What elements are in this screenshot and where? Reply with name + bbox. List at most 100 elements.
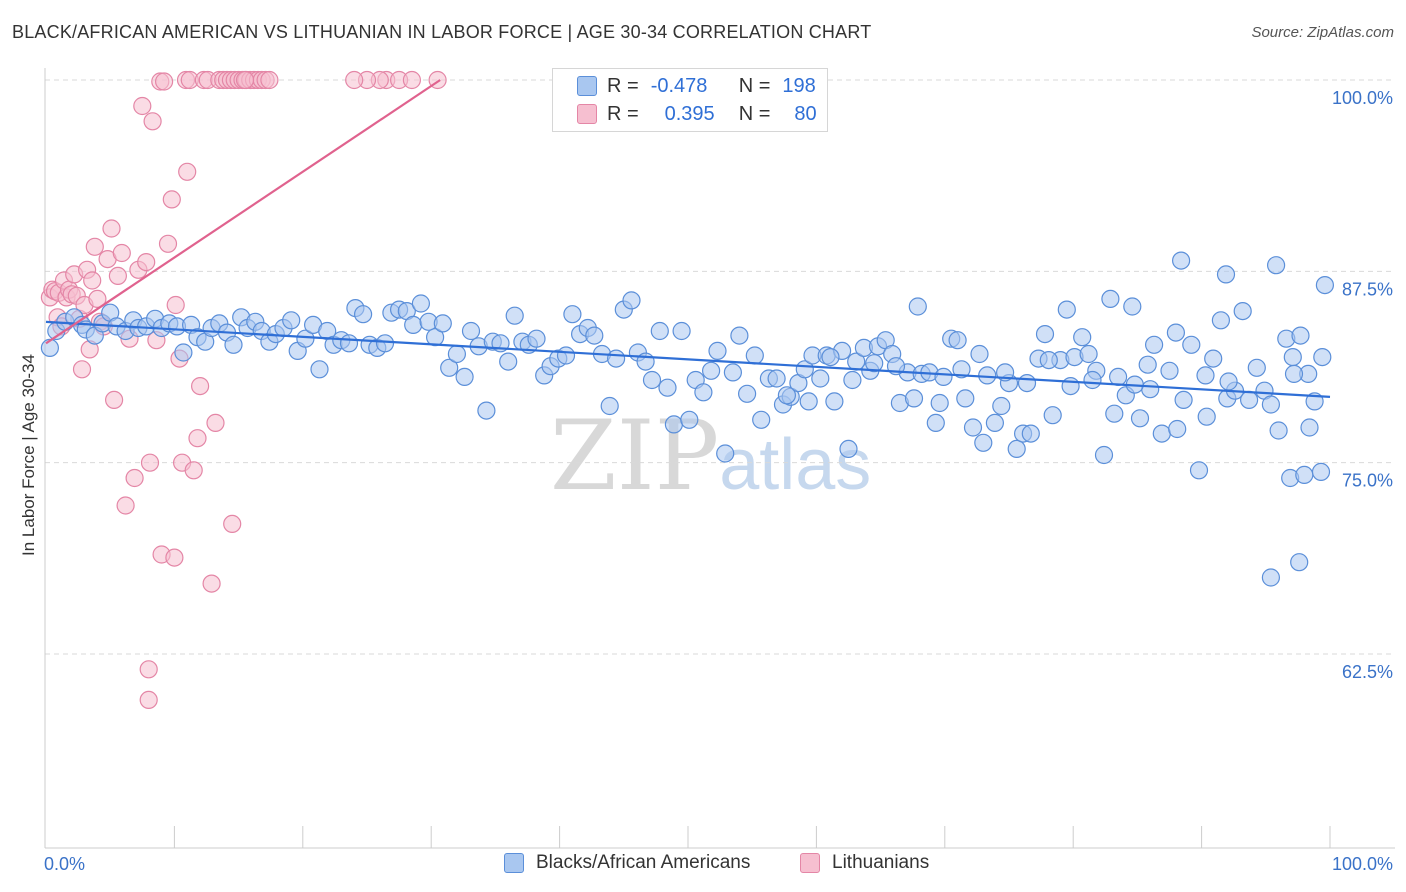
y-tick-label: 62.5% — [1342, 662, 1393, 682]
grid-lines — [45, 79, 1395, 655]
data-point — [1073, 328, 1092, 347]
data-point — [112, 243, 131, 263]
data-point — [1239, 390, 1259, 409]
data-point — [188, 429, 207, 448]
data-point — [1160, 361, 1179, 380]
data-point — [1168, 419, 1187, 439]
data-point — [926, 413, 945, 432]
legend-swatch-pink — [577, 104, 597, 124]
data-point — [235, 70, 255, 90]
data-point — [224, 335, 243, 354]
legend-item-blacks[interactable]: Blacks/African Americans — [504, 852, 750, 874]
data-point — [908, 297, 927, 316]
data-point — [1216, 265, 1236, 284]
data-point — [1315, 276, 1335, 295]
data-point — [992, 396, 1011, 416]
data-point — [282, 311, 301, 330]
data-point — [1123, 297, 1142, 316]
data-point — [505, 306, 524, 325]
data-point — [137, 253, 156, 272]
data-point — [477, 401, 496, 420]
data-point — [1144, 335, 1164, 354]
series-legend: Blacks/African Americans Lithuanians — [0, 852, 1406, 876]
legend-item-lithuanians[interactable]: Lithuanians — [800, 852, 929, 874]
data-point — [140, 453, 160, 472]
data-point — [1233, 302, 1252, 321]
data-point — [184, 461, 203, 480]
legend-row-blacks: R = -0.478 N = 198 — [553, 72, 816, 100]
y-tick-label: 100.0% — [1332, 88, 1393, 108]
data-point — [174, 343, 193, 362]
legend-n-label: N = — [738, 74, 771, 97]
data-point — [1079, 344, 1098, 364]
data-point — [672, 321, 691, 341]
data-point — [143, 112, 162, 131]
data-point — [934, 367, 953, 386]
data-point — [1138, 355, 1157, 374]
data-point — [1219, 372, 1238, 391]
data-point — [777, 386, 797, 405]
legend-swatch-blue — [577, 76, 597, 96]
data-point — [930, 393, 949, 413]
data-point — [723, 363, 743, 382]
data-point — [694, 383, 713, 402]
data-point — [1166, 323, 1186, 342]
data-point — [948, 331, 967, 350]
data-point — [1083, 370, 1102, 390]
data-point — [1035, 325, 1055, 344]
data-point — [375, 334, 395, 353]
data-point — [1007, 439, 1026, 458]
data-point — [1061, 377, 1080, 396]
data-point — [904, 389, 924, 408]
data-point — [974, 433, 993, 452]
data-point — [426, 328, 445, 347]
legend-marker-blue — [504, 853, 524, 873]
data-point — [970, 344, 989, 364]
data-point — [585, 326, 604, 345]
data-point — [622, 291, 641, 310]
y-axis-title: In Labor Force | Age 30-34 — [19, 354, 38, 556]
data-point — [455, 367, 474, 386]
data-point — [440, 358, 459, 377]
legend-n-value: 80 — [794, 102, 817, 125]
data-point — [1196, 366, 1215, 385]
data-point — [745, 346, 764, 365]
trend-line-lithuanians — [45, 79, 441, 345]
data-point — [499, 352, 518, 371]
data-point — [72, 360, 92, 379]
data-point — [158, 234, 178, 253]
trend-lines — [45, 79, 1331, 398]
series-blacks-african-americans — [40, 251, 1335, 587]
data-point — [191, 377, 210, 396]
data-point — [1261, 568, 1281, 587]
data-point — [680, 410, 699, 429]
data-point — [1094, 445, 1114, 465]
data-point — [1204, 349, 1223, 368]
data-point — [155, 72, 174, 91]
data-point — [865, 354, 884, 373]
legend-r-label: R = — [607, 74, 639, 97]
data-point — [799, 392, 818, 411]
data-point — [1300, 418, 1319, 437]
data-point — [821, 348, 840, 367]
data-point — [1017, 374, 1037, 393]
data-point — [88, 289, 107, 308]
data-point — [1313, 348, 1332, 367]
data-point — [1021, 424, 1040, 443]
data-point — [165, 548, 184, 567]
data-point — [139, 660, 158, 679]
data-point — [956, 389, 975, 408]
data-point — [985, 413, 1005, 432]
data-point — [354, 305, 373, 324]
data-point — [1197, 407, 1216, 426]
data-point — [83, 271, 102, 290]
axis-labels: 62.5% 75.0% 87.5% 100.0% 0.0% 100.0% In Labor … — [19, 88, 1393, 874]
y-tick-label: 87.5% — [1342, 279, 1393, 299]
data-point — [102, 219, 121, 238]
data-point — [556, 346, 576, 365]
data-point — [650, 321, 669, 341]
legend-row-lithuanians: R = 0.395 N = 80 — [553, 100, 817, 128]
data-point — [527, 329, 546, 348]
legend-item-label: Blacks/African Americans — [536, 852, 751, 873]
data-point — [1269, 421, 1288, 440]
